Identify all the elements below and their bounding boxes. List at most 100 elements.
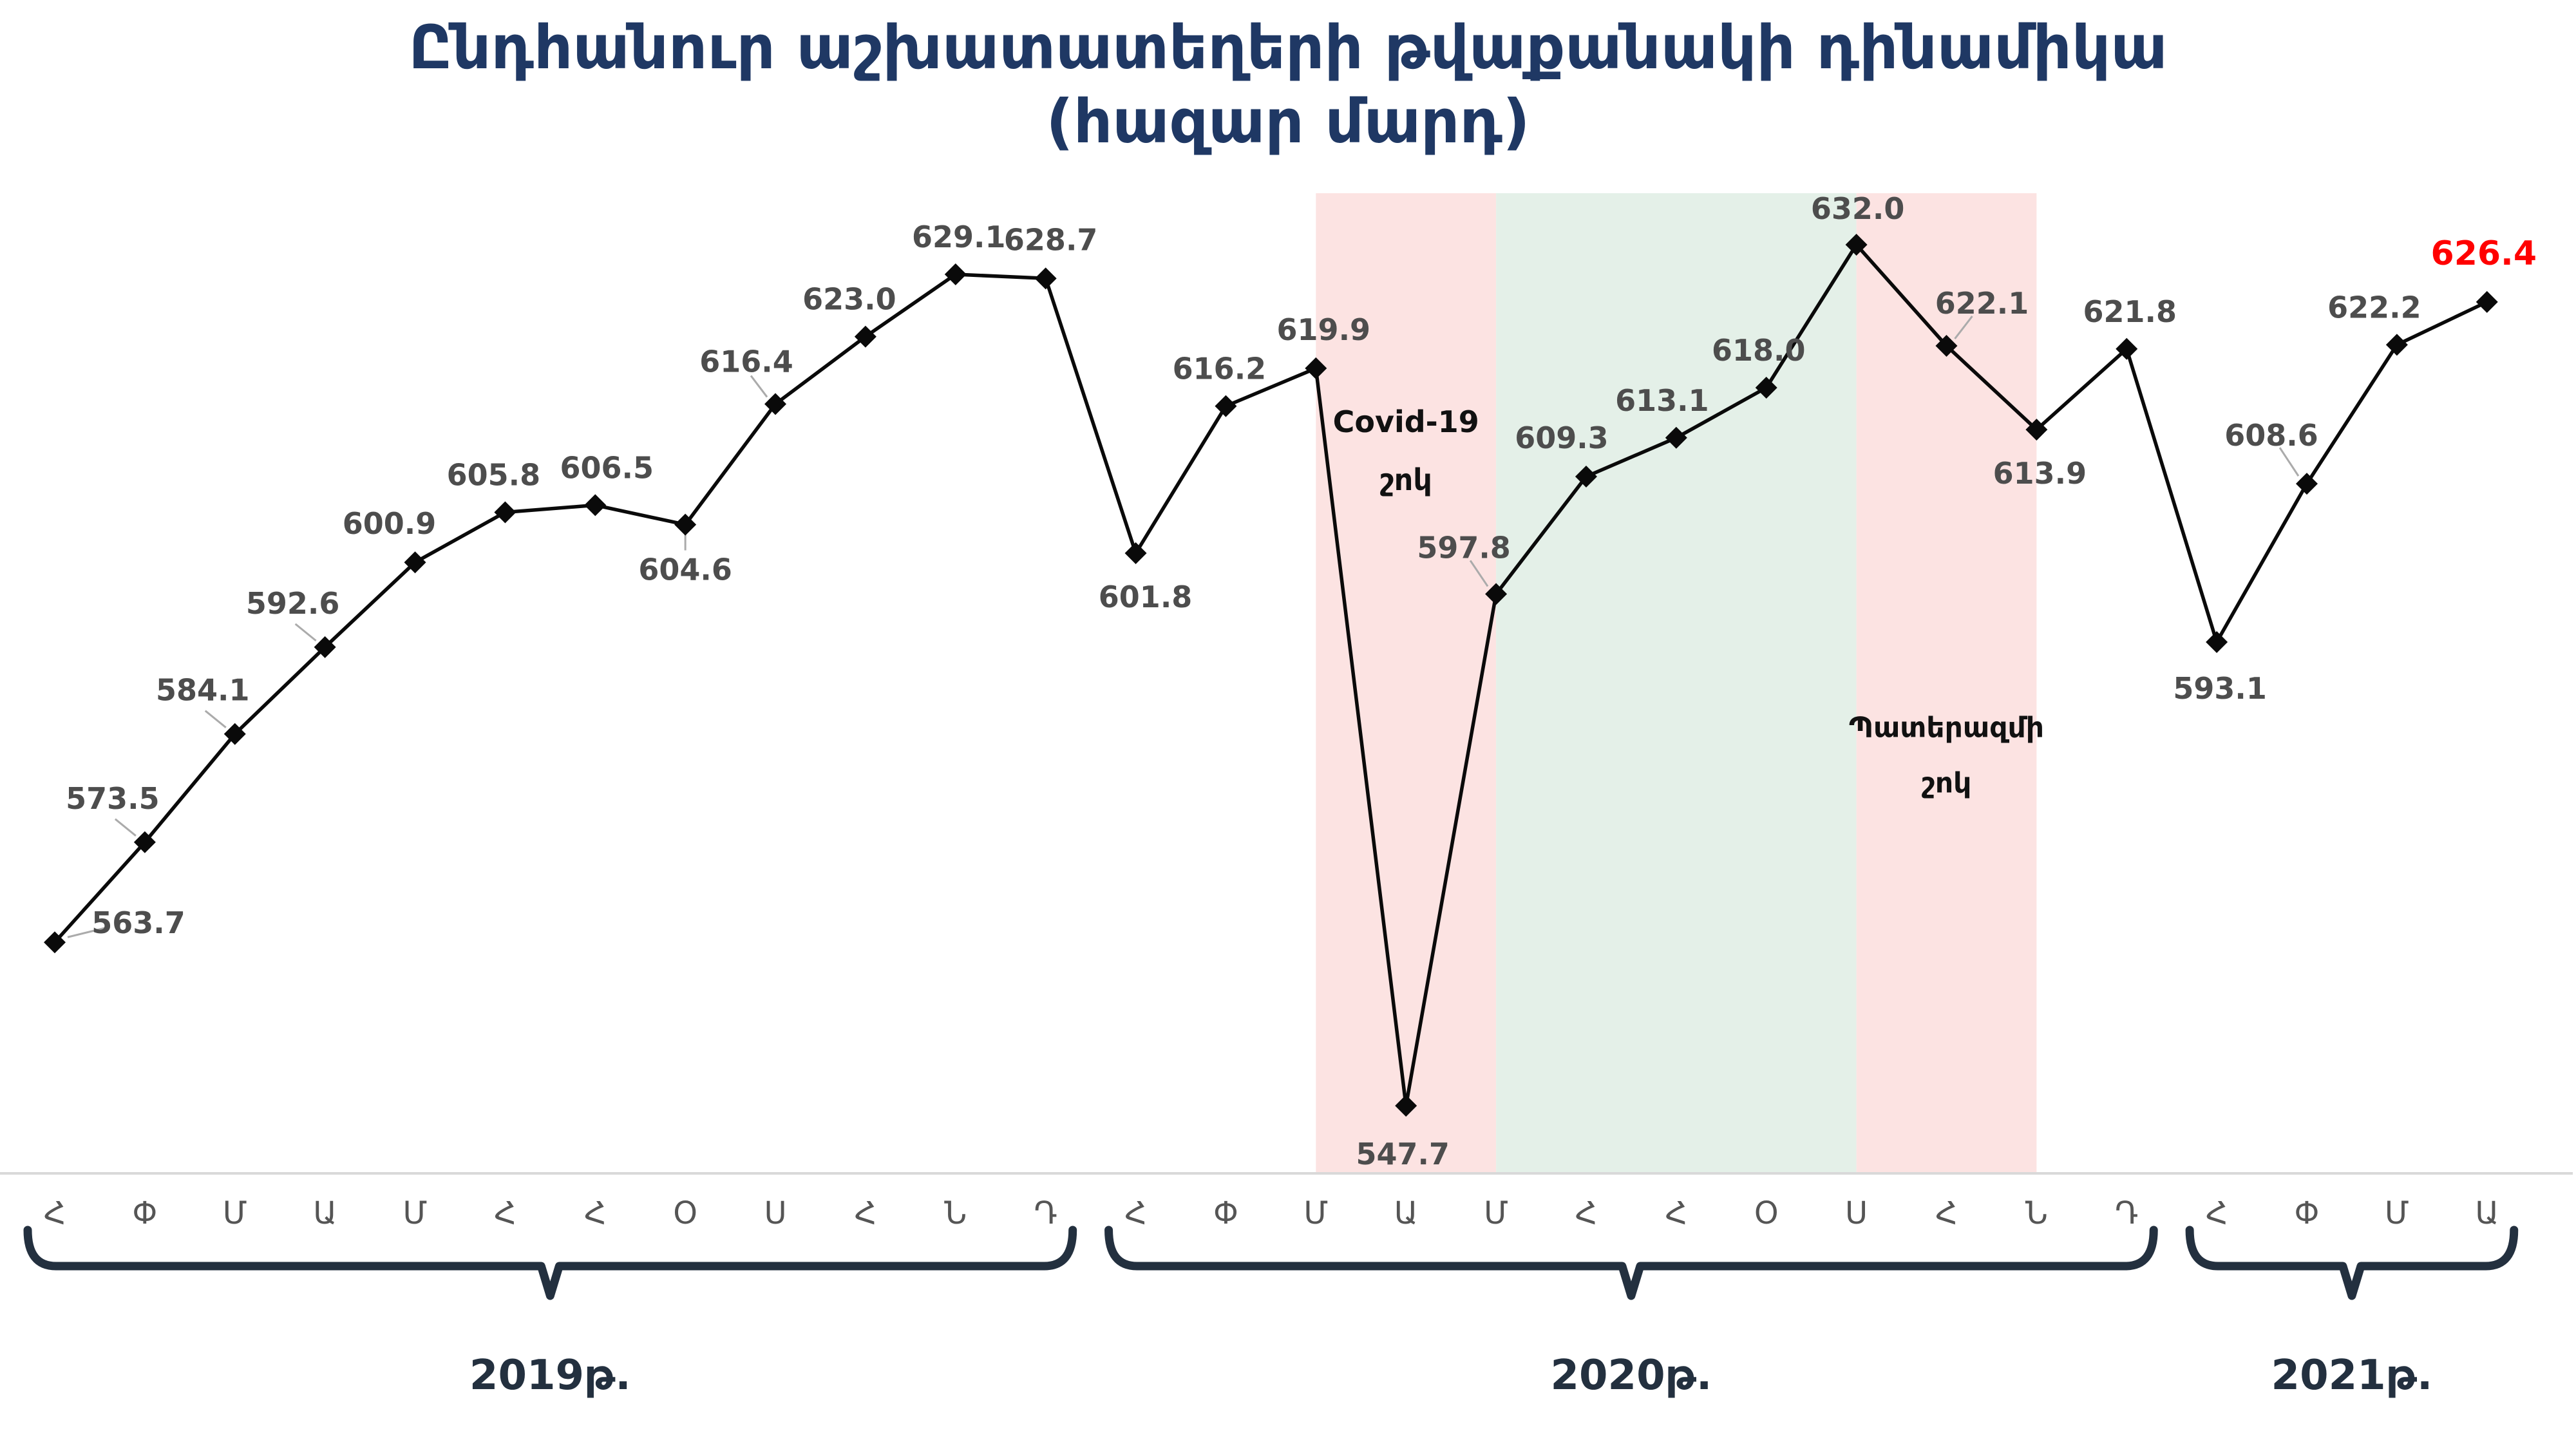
month-tick-label: Դ (2115, 1195, 2138, 1231)
month-tick-label: Օ (673, 1195, 697, 1231)
label-leader-line (114, 818, 137, 837)
data-point-label: 622.1 (1935, 286, 2029, 321)
data-point-label: 606.5 (560, 450, 654, 485)
data-point-label: 632.0 (1811, 191, 1905, 226)
chart-title: Ընդհանուր աշխատատեղերի թվաքանակի դինամիկ… (0, 12, 2576, 159)
data-point-label: 618.0 (1712, 333, 1806, 368)
data-point-label: 604.6 (638, 553, 732, 587)
year-bracket (1104, 1226, 2158, 1300)
month-tick-label: Հ (1124, 1195, 1146, 1231)
label-leader-line (1469, 560, 1489, 587)
data-point-label: 593.1 (2173, 671, 2267, 706)
data-point-marker (584, 494, 607, 516)
year-bracket (2185, 1226, 2519, 1300)
recovery-band (1496, 193, 1857, 1173)
label-leader-line (2278, 447, 2300, 477)
month-tick-label: Ա (1394, 1195, 1418, 1231)
data-point-label: 609.3 (1515, 421, 1609, 455)
month-tick-label: Հ (1665, 1195, 1687, 1231)
covid-shock-band (1316, 193, 1497, 1173)
year-label: 2020թ. (1550, 1352, 1712, 1399)
data-point-label-highlight: 626.4 (2431, 234, 2537, 273)
war-shock-band-label-line1: Պատերազմի (1849, 712, 2044, 744)
data-point-marker (1935, 335, 1958, 357)
month-tick-label: Օ (1754, 1195, 1779, 1231)
data-point-marker (133, 831, 156, 853)
month-tick-label: Փ (132, 1195, 157, 1231)
data-point-label: 547.7 (1356, 1137, 1450, 1171)
data-point-label: 619.9 (1277, 312, 1371, 347)
label-leader-line (67, 925, 110, 938)
month-tick-label: Փ (1213, 1195, 1238, 1231)
month-tick-label: Հ (2206, 1195, 2228, 1231)
label-leader-line (204, 710, 227, 728)
data-point-label: 616.2 (1173, 352, 1267, 386)
month-tick-label: Մ (1303, 1195, 1328, 1231)
data-point-marker (1305, 357, 1327, 379)
data-point-marker (404, 551, 426, 574)
data-point-marker (1395, 1094, 1417, 1117)
data-point-label: 597.8 (1417, 530, 1511, 565)
data-point-label: 592.6 (246, 586, 340, 621)
label-leader-line (1954, 316, 1973, 339)
label-leader-line (294, 623, 317, 642)
month-tick-label: Դ (1034, 1195, 1057, 1231)
year-label: 2019թ. (469, 1352, 631, 1399)
data-point-label: 608.6 (2224, 418, 2318, 453)
month-tick-label: Հ (44, 1195, 66, 1231)
data-point-marker (1034, 267, 1057, 290)
data-point-label: 613.1 (1615, 383, 1709, 418)
data-point-marker (494, 501, 516, 524)
month-tick-label: Հ (1935, 1195, 1957, 1231)
chart-title-line2: (հազար մարդ) (1046, 86, 1530, 157)
month-tick-label: Հ (494, 1195, 516, 1231)
data-point-label: 600.9 (343, 506, 437, 541)
month-tick-label: Ս (764, 1195, 786, 1231)
month-tick-label: Մ (2385, 1195, 2409, 1231)
data-point-label: 605.8 (447, 458, 541, 493)
data-point-marker (674, 513, 697, 536)
month-tick-label: Մ (403, 1195, 428, 1231)
data-point-label: 621.8 (2083, 294, 2177, 329)
data-point-marker (44, 931, 66, 954)
data-point-marker (1485, 583, 1508, 605)
data-point-marker (1665, 426, 1687, 449)
month-tick-label: Մ (1484, 1195, 1508, 1231)
data-point-label: 628.7 (1004, 222, 1098, 257)
year-bracket (23, 1226, 1077, 1300)
series-line (53, 243, 2489, 1108)
data-point-marker (1215, 395, 1237, 417)
data-point-marker (2025, 419, 2048, 441)
month-tick-label: Ն (2025, 1195, 2048, 1231)
month-tick-label: Ս (1845, 1195, 1868, 1231)
label-leader-line (750, 375, 768, 398)
data-point-marker (1124, 542, 1147, 564)
month-tick-label: Հ (855, 1195, 876, 1231)
month-tick-label: Մ (223, 1195, 247, 1231)
month-tick-label: Ա (313, 1195, 337, 1231)
data-point-label: 573.5 (66, 781, 160, 816)
month-tick-label: Ն (944, 1195, 967, 1231)
data-point-marker (944, 263, 967, 285)
data-point-marker (1575, 466, 1597, 488)
year-label: 2021թ. (2271, 1352, 2433, 1399)
data-point-label: 623.0 (802, 282, 896, 317)
month-tick-label: Հ (1575, 1195, 1597, 1231)
data-point-label: 629.1 (912, 220, 1006, 254)
data-point-label: 622.2 (2327, 290, 2421, 325)
data-point-marker (1845, 234, 1868, 256)
data-point-marker (854, 325, 876, 348)
data-point-marker (2206, 630, 2228, 653)
data-point-marker (2296, 473, 2318, 495)
month-tick-label: Փ (2295, 1195, 2320, 1231)
data-point-marker (1755, 377, 1777, 399)
war-shock-band-label-line2: շոկ (1922, 767, 1972, 800)
month-tick-label: Հ (584, 1195, 606, 1231)
data-point-label: 584.1 (156, 673, 250, 708)
data-point-marker (2116, 337, 2138, 360)
covid-shock-band-label-line2: շոկ (1379, 462, 1432, 497)
data-point-label: 601.8 (1099, 580, 1193, 614)
month-tick-label: Ա (2475, 1195, 2499, 1231)
